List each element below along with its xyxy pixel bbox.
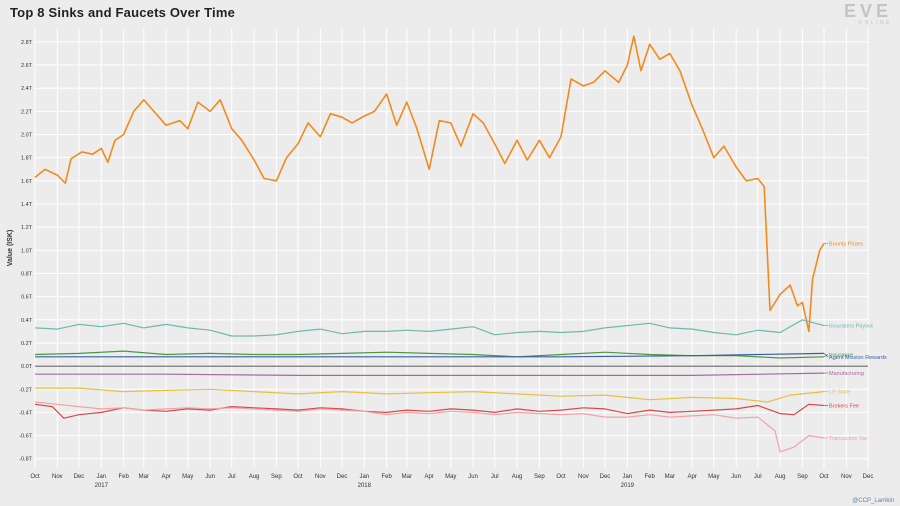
y-tick-label: 0.6T (21, 295, 33, 301)
series-line-brokers-fee (34, 403, 825, 419)
y-tick-label: 0.0T (21, 364, 33, 370)
x-tick-label: Oct (30, 474, 40, 480)
x-tick-label: Aug (512, 474, 523, 480)
y-tick-label: 2.4T (21, 86, 33, 92)
x-tick-label: Nov (52, 474, 63, 480)
series-label-leader (823, 353, 829, 358)
series-label-manufacturing: Manufacturing (829, 371, 864, 377)
x-tick-label: Jan (359, 474, 369, 480)
x-tick-label: Jul (228, 474, 236, 480)
x-year-label: 2019 (621, 483, 635, 489)
axes: 2.8T 2.6T 2.4T 2.2T 2.0T 1.8T 1.6T 1.4T 1.2T 1.0T… (19, 40, 873, 489)
y-tick-label: -0.4T (19, 410, 32, 416)
x-tick-label: May (445, 474, 456, 480)
y-axis-label: Value (ISK) (7, 230, 14, 267)
series-label-agent-mission-rewards: Agent Mission Rewards (829, 355, 887, 361)
x-tick-label: Apr (424, 474, 433, 480)
x-tick-label: Feb (118, 474, 129, 480)
plot-background (35, 28, 868, 468)
y-tick-label: 0.2T (21, 341, 33, 347)
y-tick-label: -0.2T (19, 387, 32, 393)
series-line-transaction-tax (34, 401, 825, 453)
x-tick-label: Jun (468, 474, 478, 480)
x-tick-label: Oct (556, 474, 566, 480)
x-tick-label: Dec (74, 474, 85, 480)
x-year-label: 2018 (358, 483, 372, 489)
logo-word: EVE (843, 1, 892, 21)
y-tick-label: 1.8T (21, 156, 33, 162)
logo-subtitle: ONLINE (858, 20, 892, 26)
y-tick-label: 1.2T (21, 225, 33, 231)
x-tick-label: Dec (600, 474, 611, 480)
x-tick-label: Oct (819, 474, 829, 480)
x-tick-label: Feb (644, 474, 655, 480)
x-tick-label: Jun (205, 474, 215, 480)
series-line-manufacturing (35, 372, 825, 376)
series-label-transaction-tax: Transaction Tax (829, 436, 868, 442)
y-tick-label: -0.8T (19, 457, 32, 463)
series-line-agent-mission-rewards (35, 352, 825, 358)
series-lines (34, 35, 825, 453)
y-tick-label: 2.0T (21, 133, 33, 139)
x-tick-label: Aug (249, 474, 260, 480)
series-line-bounty-prizes (34, 35, 825, 333)
x-year-label: 2017 (95, 483, 109, 489)
y-tick-label: -0.6T (19, 434, 32, 440)
x-tick-label: Apr (688, 474, 697, 480)
series-line-incursions-payout (34, 319, 825, 337)
x-tick-label: Sep (271, 474, 282, 480)
y-tick-label: 2.6T (21, 63, 33, 69)
y-tick-label: 1.0T (21, 248, 33, 254)
y-tick-label: 1.4T (21, 202, 33, 208)
x-tick-label: Feb (381, 474, 392, 480)
series-label-bounty-prizes: Bounty Prizes (829, 241, 863, 247)
y-tick-label: 2.8T (21, 40, 33, 46)
x-tick-label: Mar (139, 474, 149, 480)
series-label-incursions-payout: Incursions Payout (829, 324, 873, 330)
author-credit: @CCP_Larrikin (852, 498, 894, 504)
x-tick-label: May (708, 474, 719, 480)
x-tick-label: Jan (622, 474, 632, 480)
x-tick-label: Nov (315, 474, 326, 480)
series-line-lp-store (35, 387, 825, 403)
x-tick-label: Dec (337, 474, 348, 480)
series-label-brokers-fee: Brokers Fee (829, 403, 859, 409)
y-tick-label: 0.8T (21, 271, 33, 277)
x-tick-label: Apr (161, 474, 170, 480)
x-tick-label: May (182, 474, 193, 480)
x-tick-label: Jul (754, 474, 762, 480)
x-tick-label: Aug (775, 474, 786, 480)
eve-logo: EVE ONLINE (844, 2, 892, 26)
y-tick-label: 0.4T (21, 318, 33, 324)
x-tick-label: Oct (293, 474, 303, 480)
x-tick-label: Jun (731, 474, 741, 480)
x-tick-label: Mar (402, 474, 412, 480)
x-tick-label: Mar (665, 474, 675, 480)
chart-title: Top 8 Sinks and Faucets Over Time (10, 5, 236, 20)
x-tick-label: Dec (863, 474, 874, 480)
series-label-lp-store: LP Store (829, 390, 850, 396)
series-label-insurance: Insurance (829, 352, 853, 358)
x-tick-label: Jul (491, 474, 499, 480)
x-tick-label: Nov (578, 474, 589, 480)
grid (34, 28, 869, 468)
x-tick-label: Sep (534, 474, 545, 480)
series-labels: Bounty Prizes Incursions Payout InsuranceA… (823, 241, 887, 442)
x-tick-label: Nov (841, 474, 852, 480)
x-tick-label: Sep (797, 474, 808, 480)
y-tick-label: 1.6T (21, 179, 33, 185)
y-tick-label: 2.2T (21, 109, 33, 115)
x-tick-label: Jan (96, 474, 106, 480)
